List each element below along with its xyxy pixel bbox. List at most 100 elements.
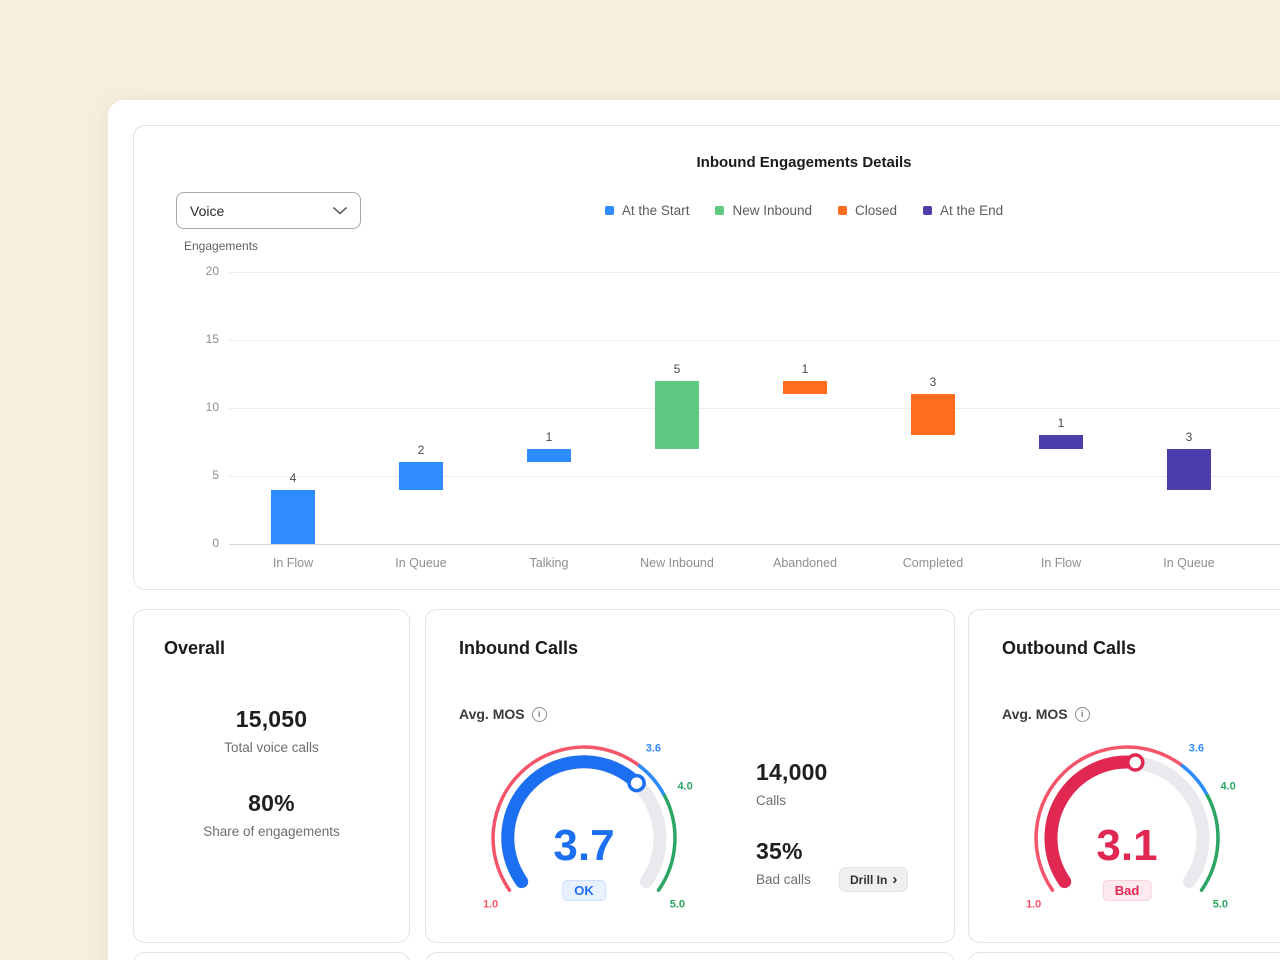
card-title: Overall <box>164 638 226 658</box>
gauge-value: 3.1 <box>1096 821 1157 870</box>
legend-item-2[interactable]: New Inbound <box>715 203 812 218</box>
outbound-calls-card: Outbound Calls Avg. MOS i 1.0 3.6 4.0 5.0 3.… <box>968 609 1280 943</box>
bar-value-label: 1 <box>1057 416 1065 431</box>
legend-label: New Inbound <box>732 203 813 218</box>
gauge-tick-3.6: 3.6 <box>646 743 661 755</box>
inbound-status-badge: OK <box>562 880 606 901</box>
gridline-10 <box>229 408 1280 409</box>
gauge-ring-segment-1 <box>491 745 642 892</box>
bar-value-label: 4 <box>289 470 297 485</box>
info-icon[interactable]: i <box>531 706 547 722</box>
gridline-15 <box>229 340 1280 341</box>
x-axis-label: New Inbound <box>640 556 714 570</box>
gauge-progress <box>1044 755 1142 889</box>
y-axis-title: Engagements <box>184 239 259 253</box>
bar-value-label: 3 <box>1185 429 1193 444</box>
share-of-engagements-value: 80% <box>248 790 295 816</box>
bar-3-talking[interactable] <box>527 448 571 463</box>
total-voice-calls-value: 15,050 <box>235 706 308 732</box>
next-row-card-peek <box>425 952 955 960</box>
gauge-knob <box>627 773 646 793</box>
bar-8-in-queue[interactable] <box>1167 448 1211 490</box>
bar-value-label: 3 <box>929 375 937 390</box>
drill-in-button[interactable]: Drill In › <box>839 867 909 892</box>
gauge-ring-segment-3 <box>656 794 677 892</box>
chevron-down-icon <box>333 206 347 214</box>
overall-stats: 15,050 Total voice calls 80% Share of en… <box>134 705 409 840</box>
x-axis-label: In Flow <box>1040 556 1082 570</box>
outbound-gauge: 1.0 3.6 4.0 5.0 3.1 <box>1026 743 1236 911</box>
y-tick-15: 15 <box>205 332 219 346</box>
drill-in-label: Drill In <box>850 872 888 887</box>
y-tick-10: 10 <box>205 400 219 414</box>
x-axis-label: Talking <box>529 556 569 570</box>
gauge-ring-segment-1 <box>1034 745 1185 892</box>
overall-card: Overall 15,050 Total voice calls 80% Sha… <box>133 609 410 943</box>
gauge-tick-1.0: 1.0 <box>483 898 498 910</box>
card-title: Outbound Calls <box>1002 638 1136 658</box>
next-row-card-peek <box>133 952 410 960</box>
avg-mos-label: Avg. MOS <box>459 706 525 722</box>
bar-7-in-flow[interactable] <box>1039 435 1083 449</box>
inbound-gauge: 1.0 3.6 4.0 5.0 3.7 <box>483 743 693 911</box>
gridline-0 <box>229 544 1280 545</box>
bar-1-in-flow[interactable] <box>271 489 315 544</box>
gridline-20 <box>229 272 1280 273</box>
bar-2-in-queue[interactable] <box>399 462 443 490</box>
chevron-right-icon: › <box>892 871 898 888</box>
legend-swatch-icon <box>838 206 848 215</box>
gauge-tick-1.0: 1.0 <box>1026 898 1041 910</box>
inbound-engagements-card: Inbound Engagements Details Voice At the… <box>133 125 1280 590</box>
channel-select[interactable]: Voice <box>176 192 361 229</box>
x-axis-label: Abandoned <box>773 556 837 570</box>
x-axis-label: Completed <box>902 556 964 570</box>
inbound-calls-card: Inbound Calls Avg. MOS i 1.0 3.6 4.0 5.0 3.7… <box>425 609 955 943</box>
bad-calls-label: Bad calls <box>756 872 811 887</box>
x-axis-label: In Flow <box>272 556 314 570</box>
bar-value-label: 1 <box>545 429 553 444</box>
gauge-value: 3.7 <box>553 821 614 870</box>
stat-calls: 14,000 Calls <box>756 758 828 809</box>
bar-5-abandoned[interactable] <box>783 380 827 395</box>
gauge-knob <box>1126 753 1145 772</box>
bar-value-label: 1 <box>801 361 809 376</box>
legend-swatch-icon <box>923 206 933 215</box>
next-row-card-peek <box>968 952 1280 960</box>
x-axis-label: In Queue <box>395 556 447 570</box>
legend-label: Closed <box>855 203 898 218</box>
gauge-tick-3.6: 3.6 <box>1189 743 1204 755</box>
bar-plot: 0 5 10 15 20 4 In Flow 2 In Queue 1 Talking 5 New In… <box>206 264 1280 570</box>
total-voice-calls-label: Total voice calls <box>224 740 319 755</box>
gauge-tick-5.0: 5.0 <box>1213 898 1228 910</box>
legend-item-3[interactable]: Closed <box>838 203 897 218</box>
avg-mos-label: Avg. MOS <box>1002 706 1068 722</box>
chart-title: Inbound Engagements Details <box>696 154 912 171</box>
y-tick-5: 5 <box>212 468 219 482</box>
gauge-ring-segment-3 <box>1199 794 1220 892</box>
y-tick-20: 20 <box>205 264 219 278</box>
legend-swatch-icon <box>604 206 614 215</box>
chart-legend: At the Start New Inbound Closed At the End <box>134 203 1280 218</box>
legend-item-4[interactable]: At the End <box>923 203 1003 218</box>
bar-value-label: 2 <box>417 443 425 458</box>
legend-item-1[interactable]: At the Start <box>604 203 690 218</box>
calls-label: Calls <box>756 793 787 808</box>
bar-6-completed[interactable] <box>911 394 955 436</box>
gauge-tick-5.0: 5.0 <box>670 898 685 910</box>
bar-value-label: 5 <box>673 361 681 376</box>
info-icon[interactable]: i <box>1074 706 1090 722</box>
gauge-tick-4.0: 4.0 <box>677 780 692 792</box>
legend-label: At the Start <box>621 203 690 218</box>
bad-calls-value: 35% <box>756 838 803 864</box>
stat-bad-calls: 35% Bad calls <box>756 837 828 888</box>
gauge-tick-4.0: 4.0 <box>1220 780 1235 792</box>
channel-select-value: Voice <box>190 202 225 219</box>
gauge-progress <box>501 755 644 889</box>
avg-mos-row: Avg. MOS i <box>459 706 547 722</box>
bar-4-new-inbound[interactable] <box>655 380 699 449</box>
legend-label: At the End <box>940 203 1004 218</box>
x-axis-label: In Queue <box>1163 556 1215 570</box>
avg-mos-row: Avg. MOS i <box>1002 706 1090 722</box>
gridline-5 <box>229 476 1280 477</box>
